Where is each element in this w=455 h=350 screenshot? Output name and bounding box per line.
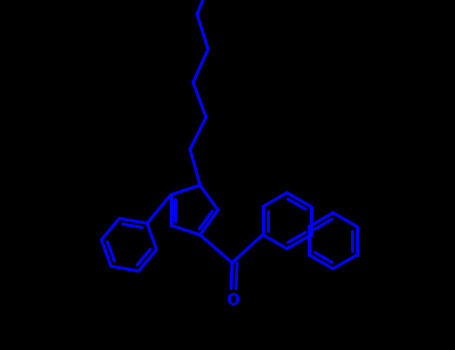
Text: O: O xyxy=(227,293,239,308)
